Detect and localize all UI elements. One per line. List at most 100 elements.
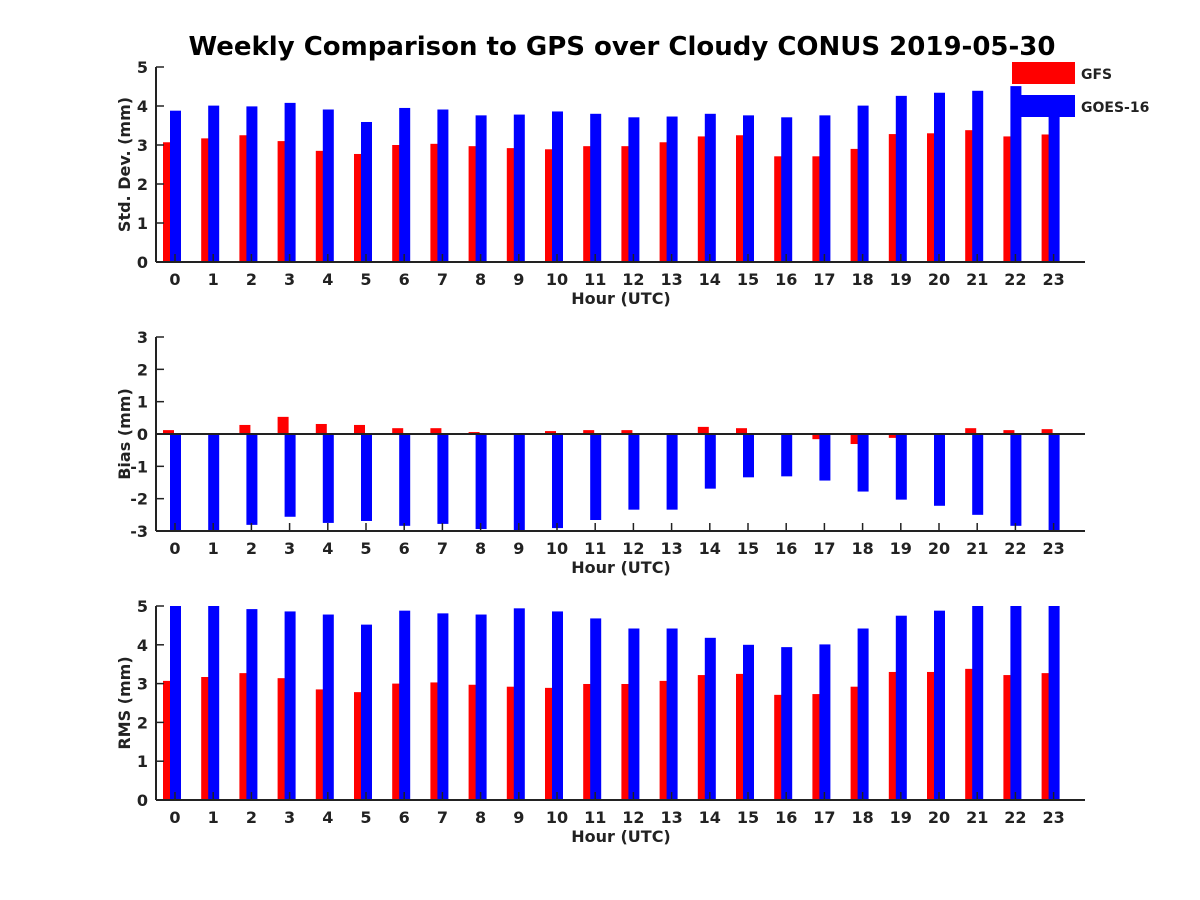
x-tick-label: 2 [246,270,257,289]
x-tick-label: 11 [584,808,606,827]
bar-goes-16-10 [552,111,563,263]
bar-goes-16-1 [208,434,220,531]
bar-gfs-0 [163,680,174,800]
bar-goes-16-16 [781,434,793,477]
bar-goes-16-11 [590,618,602,800]
x-tick-label: 22 [1004,270,1026,289]
bar-goes-16-18 [857,628,869,800]
x-tick-label: 9 [513,808,524,827]
bar-gfs-0 [163,142,174,262]
bar-gfs-23 [1041,429,1053,434]
x-tick-label: 20 [928,808,950,827]
bar-gfs-18 [850,434,862,445]
x-tick-label: 6 [399,270,410,289]
y-tick-label: 3 [137,136,148,155]
bar-goes-16-0 [170,110,181,263]
bar-gfs-21 [965,428,977,434]
bar-gfs-4 [315,423,327,434]
bar-goes-16-19 [895,434,907,500]
x-tick-label: 0 [169,270,180,289]
bar-gfs-10 [545,431,556,434]
bar-goes-16-12 [628,117,640,262]
x-tick-label: 3 [284,539,295,558]
bar-goes-16-20 [934,92,945,263]
bar-gfs-8 [468,684,480,800]
bar-goes-16-5 [361,121,372,263]
x-axis-label: Hour (UTC) [571,827,671,846]
bar-gfs-12 [621,146,633,262]
x-tick-label: 22 [1004,808,1026,827]
x-tick-label: 9 [513,539,524,558]
bar-gfs-20 [927,133,938,262]
bar-goes-16-19 [895,615,907,800]
bar-gfs-2 [239,424,251,434]
y-tick-label: 0 [137,253,148,272]
y-tick-label: 0 [137,791,148,810]
bar-gfs-21 [965,668,977,800]
bar-goes-16-8 [475,434,487,530]
x-tick-label: 18 [851,808,873,827]
x-tick-label: 14 [699,539,721,558]
x-tick-label: 0 [169,539,180,558]
bar-gfs-3 [277,678,289,800]
x-tick-label: 18 [851,539,873,558]
bar-gfs-16 [774,156,786,262]
bar-gfs-11 [583,683,595,800]
bar-goes-16-10 [552,611,563,800]
y-tick-label: 5 [137,597,148,616]
bar-goes-16-3 [284,611,296,800]
bar-goes-16-11 [590,434,602,521]
y-axis-label: Std. Dev. (mm) [115,97,134,232]
x-tick-label: 9 [513,270,524,289]
bar-goes-16-13 [666,116,678,262]
bar-gfs-19 [888,134,900,262]
x-tick-label: 5 [360,539,371,558]
bar-goes-16-17 [819,434,831,481]
bar-gfs-15 [736,428,747,434]
x-tick-label: 12 [622,539,644,558]
x-tick-label: 14 [699,808,721,827]
y-tick-label: 2 [137,713,148,732]
y-tick-label: 1 [137,214,148,233]
x-tick-label: 3 [284,270,295,289]
bar-goes-16-6 [399,107,411,262]
bar-goes-16-7 [437,434,449,524]
bar-goes-16-5 [361,434,372,521]
x-tick-label: 15 [737,539,759,558]
bar-gfs-7 [430,682,442,800]
y-tick-label: 2 [137,175,148,194]
bar-goes-16-16 [781,647,793,800]
bar-goes-16-3 [284,434,296,517]
bar-goes-16-21 [972,606,984,800]
bar-goes-16-4 [322,614,334,800]
x-tick-label: 16 [775,808,797,827]
bar-goes-16-2 [246,609,258,800]
bar-goes-16-10 [552,434,563,529]
bar-goes-16-14 [704,434,716,489]
x-tick-label: 17 [813,808,835,827]
bar-gfs-23 [1041,673,1053,800]
x-axis-label: Hour (UTC) [571,289,671,308]
bar-gfs-17 [812,694,824,800]
bar-goes-16-7 [437,109,449,262]
x-tick-label: 21 [966,270,988,289]
x-tick-label: 19 [890,539,912,558]
bar-goes-16-6 [399,610,411,800]
bar-gfs-18 [850,148,862,262]
bar-gfs-13 [659,680,671,800]
x-tick-label: 23 [1042,539,1064,558]
x-tick-label: 1 [208,808,219,827]
bar-gfs-5 [354,692,365,800]
x-tick-label: 21 [966,808,988,827]
x-tick-label: 12 [622,808,644,827]
y-tick-label: -2 [130,490,148,509]
y-tick-label: 4 [137,97,148,116]
bar-goes-16-9 [513,114,525,262]
y-tick-label: -1 [130,457,148,476]
bar-gfs-7 [430,428,442,434]
x-tick-label: 13 [660,808,682,827]
bar-goes-16-13 [666,628,678,800]
y-axis-label: RMS (mm) [115,656,134,749]
